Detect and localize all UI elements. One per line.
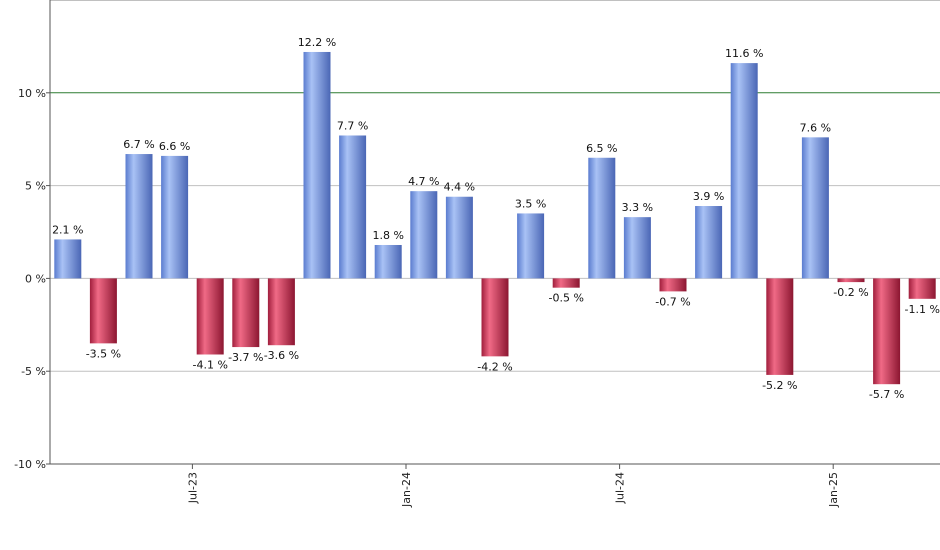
bar-negative (196, 278, 224, 355)
data-label: -1.1 % (904, 303, 939, 316)
bar-positive (161, 155, 189, 279)
data-label: -0.2 % (833, 286, 868, 299)
data-label: -4.1 % (192, 358, 227, 371)
y-tick-label: 5 % (25, 180, 46, 193)
data-label: 3.3 % (622, 201, 653, 214)
data-label: 11.6 % (725, 47, 763, 60)
data-label: 3.5 % (515, 197, 546, 210)
data-label: -5.2 % (762, 379, 797, 392)
bar-negative (89, 278, 117, 344)
bar-positive (588, 157, 616, 279)
data-label: 4.7 % (408, 175, 439, 188)
data-label: 3.9 % (693, 190, 724, 203)
y-tick-label: -5 % (21, 365, 46, 378)
data-label: -3.6 % (264, 349, 299, 362)
bar-positive (623, 217, 651, 279)
bar-negative (908, 278, 936, 299)
bar-negative (267, 278, 295, 346)
bar-negative (873, 278, 901, 385)
data-label: -0.7 % (655, 295, 690, 308)
bar-positive (801, 137, 829, 279)
bar-negative (766, 278, 794, 375)
axes: -10 % -5 % 0 % 5 % 10 % Jul-23 Jan-24 Jul-24 Jan… (14, 0, 940, 508)
data-label: 6.7 % (123, 138, 154, 151)
bar-positive (410, 191, 438, 279)
y-tick-label: 0 % (25, 272, 46, 285)
data-label: 7.6 % (800, 121, 831, 134)
bar-positive (517, 213, 545, 279)
bar-positive (339, 135, 367, 279)
data-label: 12.2 % (298, 36, 336, 49)
data-labels: 2.1 % -3.5 % 6.7 % 6.6 % -4.1 %-3.7 % -3.6 % 1… (52, 36, 940, 401)
bar-positive (125, 154, 153, 279)
bar-negative (552, 278, 580, 288)
x-tick-label: Jul-23 (186, 472, 199, 504)
data-label: -0.5 % (548, 292, 583, 305)
bar-positive (730, 63, 758, 279)
data-label: 6.5 % (586, 142, 617, 155)
bar-positive (303, 51, 331, 279)
data-label: 4.4 % (444, 181, 475, 194)
bar-negative (659, 278, 687, 292)
data-label: 2.1 % (52, 223, 83, 236)
bar-positive (54, 239, 82, 279)
bar-positive (445, 196, 473, 279)
data-label: -5.7 % (869, 388, 904, 401)
y-tick-label: 10 % (18, 87, 46, 100)
data-label: -4.2 % (477, 360, 512, 373)
x-tick-label: Jan-25 (827, 472, 840, 508)
bar-positive (374, 244, 402, 279)
bar-negative (232, 278, 260, 348)
bar-negative (837, 278, 865, 283)
data-label: -3.5 % (86, 347, 121, 360)
data-label: -3.7 % (228, 351, 263, 364)
data-label: 7.7 % (337, 119, 368, 132)
bar-negative (481, 278, 509, 357)
x-tick-label: Jan-24 (400, 472, 413, 508)
bars (54, 51, 936, 385)
x-tick-label: Jul-24 (614, 472, 627, 504)
data-label: 1.8 % (372, 229, 403, 242)
data-label: 6.6 % (159, 140, 190, 153)
bar-positive (695, 206, 723, 279)
y-tick-label: -10 % (14, 458, 46, 471)
